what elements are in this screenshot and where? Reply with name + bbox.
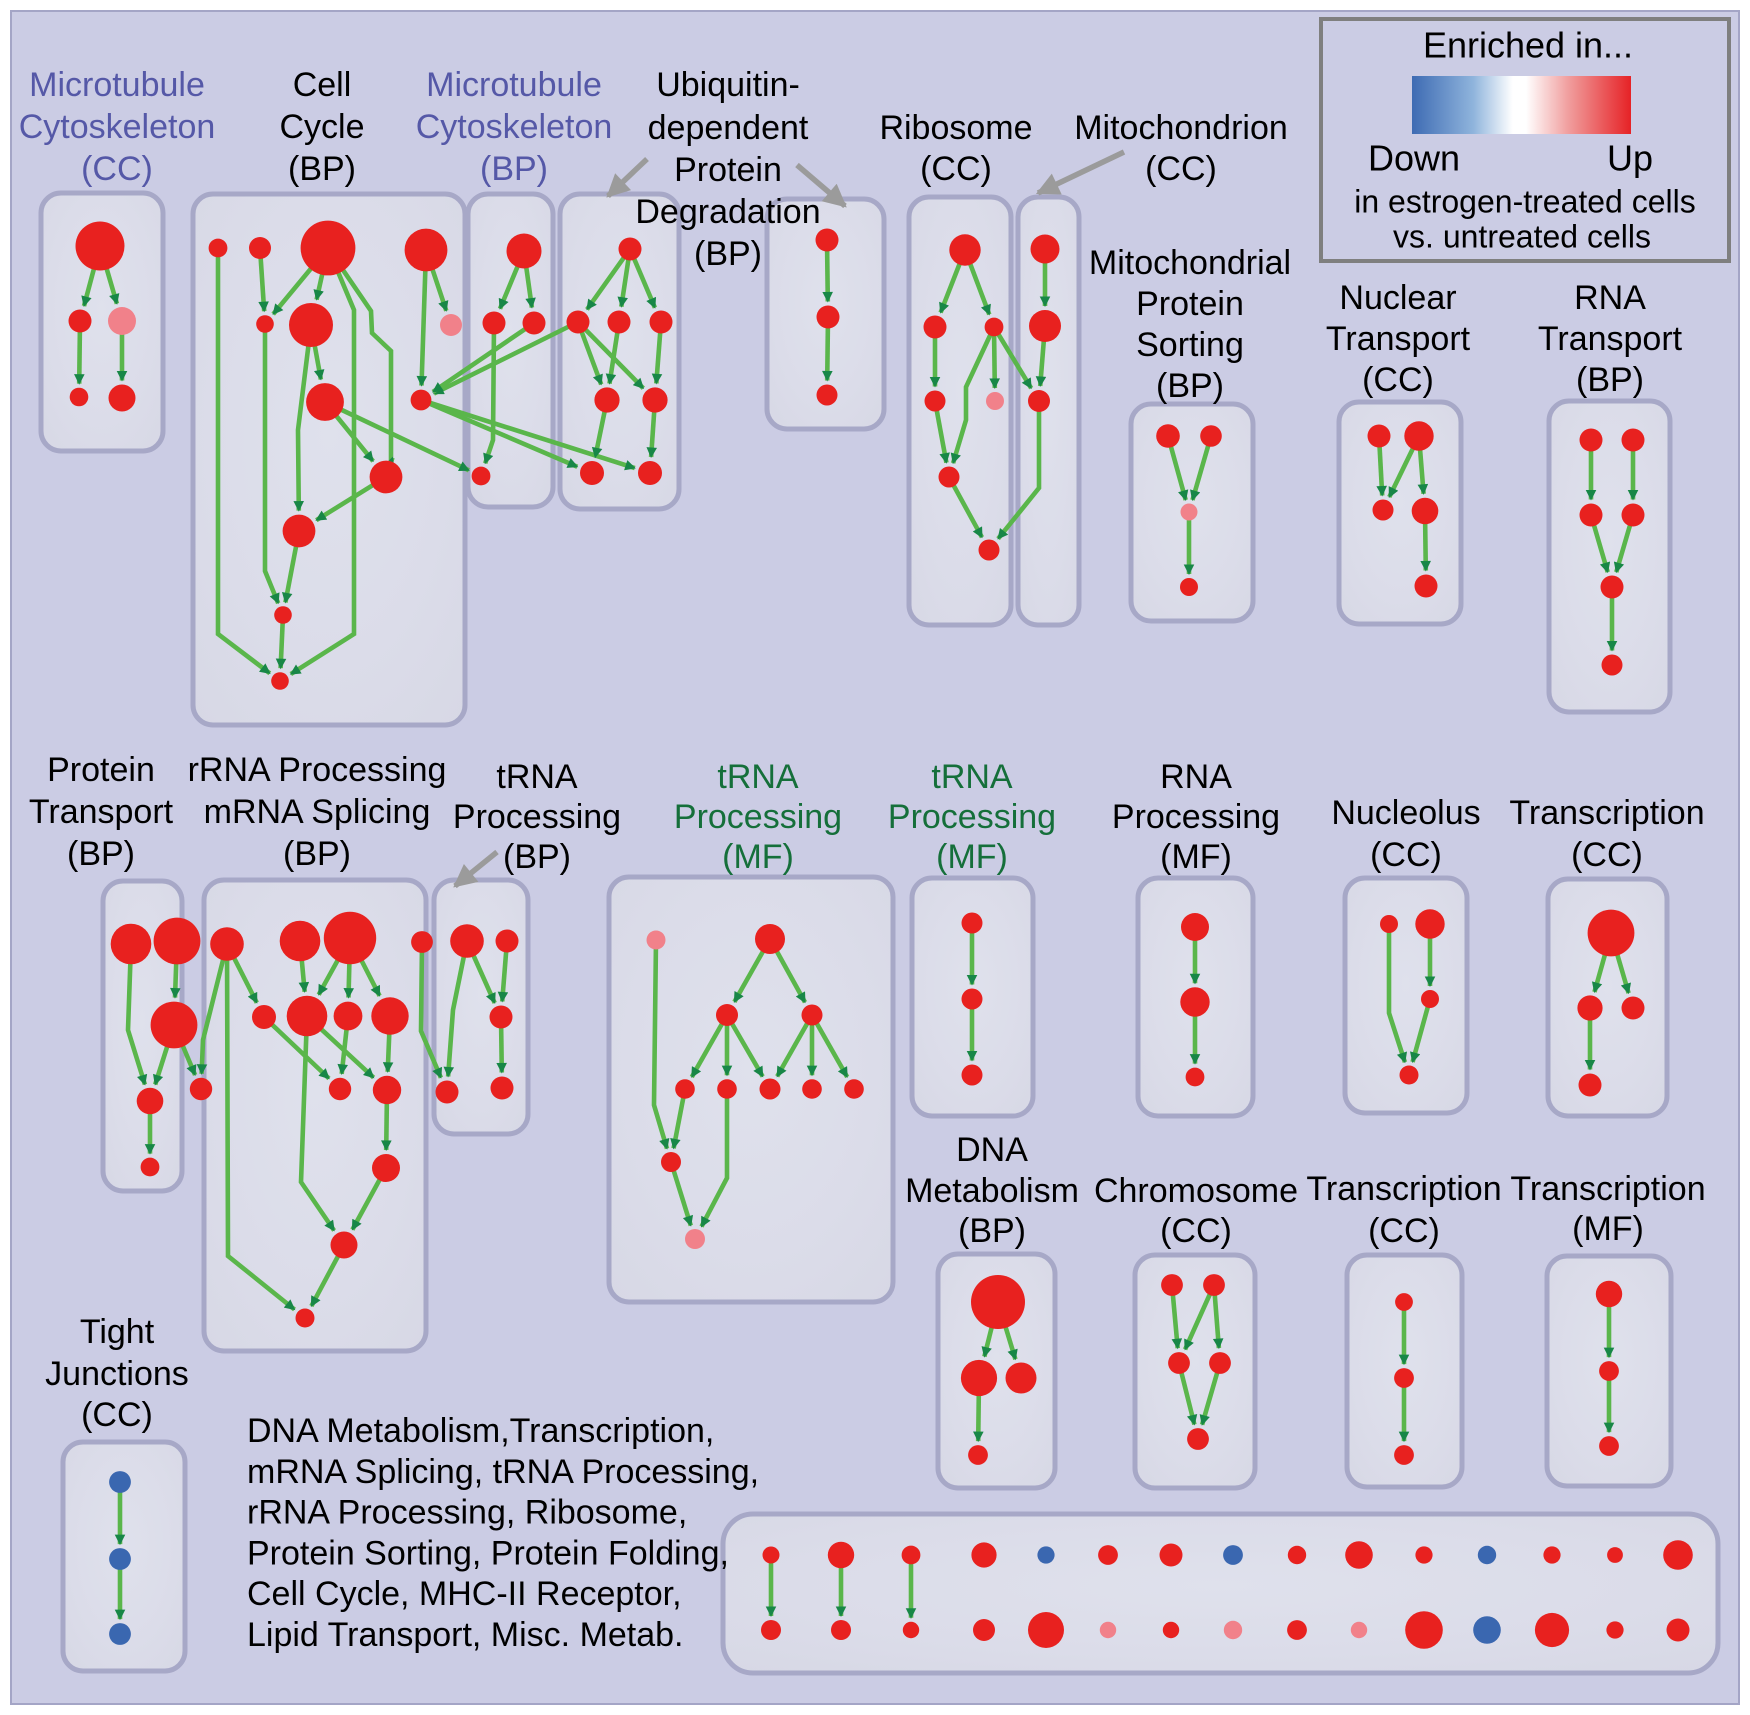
svg-text:(BP): (BP) [1156, 367, 1224, 405]
svg-text:DNA: DNA [956, 1131, 1028, 1169]
svg-text:Processing: Processing [453, 798, 621, 836]
svg-text:Enriched in...: Enriched in... [1423, 25, 1633, 66]
svg-text:(CC): (CC) [81, 150, 153, 188]
svg-text:Transport: Transport [29, 793, 174, 831]
svg-text:Down: Down [1368, 138, 1460, 179]
svg-text:Cell Cycle, MHC-II Receptor,: Cell Cycle, MHC-II Receptor, [247, 1575, 682, 1613]
svg-text:tRNA: tRNA [931, 758, 1013, 796]
svg-text:(MF): (MF) [936, 838, 1008, 876]
svg-text:(BP): (BP) [1576, 361, 1644, 399]
svg-text:(CC): (CC) [920, 150, 992, 188]
svg-text:in estrogen-treated cells: in estrogen-treated cells [1354, 183, 1696, 219]
svg-text:Cell: Cell [293, 66, 352, 104]
svg-text:(CC): (CC) [1362, 361, 1434, 399]
svg-text:RNA: RNA [1574, 279, 1646, 317]
svg-text:Ribosome: Ribosome [879, 109, 1032, 147]
svg-text:(BP): (BP) [480, 150, 548, 188]
svg-text:Nuclear: Nuclear [1339, 279, 1456, 317]
svg-text:Transcription: Transcription [1306, 1170, 1501, 1208]
svg-text:Sorting: Sorting [1136, 326, 1244, 364]
svg-text:Up: Up [1607, 138, 1653, 179]
svg-text:(BP): (BP) [694, 235, 762, 273]
svg-text:Lipid Transport, Misc. Metab.: Lipid Transport, Misc. Metab. [247, 1616, 684, 1654]
svg-text:Transport: Transport [1326, 320, 1471, 358]
svg-text:(BP): (BP) [283, 835, 351, 873]
svg-text:Transport: Transport [1538, 320, 1683, 358]
svg-text:tRNA: tRNA [717, 758, 799, 796]
svg-text:mRNA Splicing, tRNA Processing: mRNA Splicing, tRNA Processing, [247, 1453, 759, 1491]
svg-text:Mitochondrial: Mitochondrial [1089, 244, 1291, 282]
svg-text:(CC): (CC) [1571, 836, 1643, 874]
svg-text:(BP): (BP) [67, 835, 135, 873]
svg-text:tRNA: tRNA [496, 758, 578, 796]
svg-text:Tight: Tight [80, 1313, 155, 1351]
svg-text:DNA Metabolism,Transcription,: DNA Metabolism,Transcription, [247, 1412, 714, 1450]
svg-text:Nucleolus: Nucleolus [1331, 794, 1480, 832]
svg-text:rRNA Processing: rRNA Processing [188, 751, 447, 789]
svg-text:Microtubule: Microtubule [426, 66, 602, 104]
svg-text:(BP): (BP) [503, 838, 571, 876]
svg-text:Degradation: Degradation [635, 193, 820, 231]
svg-text:(MF): (MF) [1160, 838, 1232, 876]
svg-text:RNA: RNA [1160, 758, 1232, 796]
svg-text:Mitochondrion: Mitochondrion [1074, 109, 1288, 147]
svg-text:Protein: Protein [1136, 285, 1244, 323]
svg-text:mRNA Splicing: mRNA Splicing [204, 793, 431, 831]
svg-text:Cycle: Cycle [279, 108, 364, 146]
svg-text:Protein Sorting, Protein Foldi: Protein Sorting, Protein Folding, [247, 1534, 729, 1572]
svg-text:(CC): (CC) [1145, 150, 1217, 188]
svg-text:Transcription: Transcription [1509, 794, 1704, 832]
svg-text:Processing: Processing [674, 798, 842, 836]
svg-text:(CC): (CC) [81, 1396, 153, 1434]
svg-text:Cytoskeleton: Cytoskeleton [19, 108, 216, 146]
svg-text:Ubiquitin-: Ubiquitin- [656, 66, 800, 104]
svg-text:(CC): (CC) [1160, 1212, 1232, 1250]
svg-text:Cytoskeleton: Cytoskeleton [416, 108, 613, 146]
svg-text:Metabolism: Metabolism [905, 1172, 1079, 1210]
svg-text:(BP): (BP) [958, 1212, 1026, 1250]
svg-text:vs. untreated cells: vs. untreated cells [1393, 218, 1651, 254]
svg-text:dependent: dependent [648, 109, 809, 147]
svg-text:Protein: Protein [47, 751, 155, 789]
svg-text:Processing: Processing [888, 798, 1056, 836]
svg-text:(CC): (CC) [1370, 836, 1442, 874]
svg-text:Chromosome: Chromosome [1094, 1172, 1298, 1210]
svg-text:Transcription: Transcription [1510, 1170, 1705, 1208]
svg-text:(CC): (CC) [1368, 1212, 1440, 1250]
svg-text:(MF): (MF) [1572, 1210, 1644, 1248]
svg-text:(MF): (MF) [722, 838, 794, 876]
svg-text:Microtubule: Microtubule [29, 66, 205, 104]
svg-text:Processing: Processing [1112, 798, 1280, 836]
svg-text:Junctions: Junctions [45, 1355, 189, 1393]
svg-text:Protein: Protein [674, 151, 782, 189]
svg-text:rRNA Processing, Ribosome,: rRNA Processing, Ribosome, [247, 1494, 687, 1532]
svg-text:(BP): (BP) [288, 150, 356, 188]
